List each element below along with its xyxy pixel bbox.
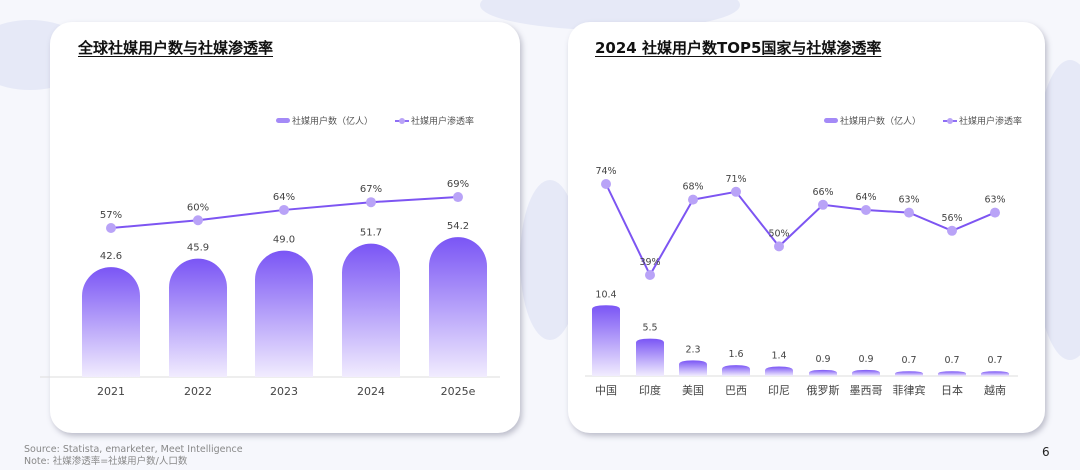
rate-value-label: 69% (447, 179, 469, 190)
rate-value-label: 66% (812, 187, 833, 198)
rate-point (645, 270, 655, 280)
x-tick-label: 菲律宾 (893, 383, 926, 397)
legend-label: 社媒用户渗透率 (411, 117, 475, 127)
bar (636, 338, 664, 376)
x-tick-label: 印度 (639, 383, 661, 397)
legend-item-rate: 社媒用户渗透率 (395, 114, 474, 127)
x-tick-label: 美国 (682, 384, 704, 397)
rate-point (731, 186, 741, 197)
rate-value-label: 64% (273, 192, 295, 203)
x-tick-label: 越南 (984, 383, 1006, 397)
rate-point (106, 223, 116, 233)
bar (429, 237, 487, 377)
bar-value-label: 45.9 (187, 243, 209, 254)
rate-value-label: 63% (898, 195, 919, 206)
x-tick-label: 俄罗斯 (807, 384, 840, 397)
rate-value-label: 64% (855, 192, 876, 203)
source-note: Source: Statista, emarketer, Meet Intell… (24, 444, 243, 468)
rate-value-label: 63% (984, 195, 1005, 206)
x-tick-label: 2025e (441, 385, 476, 398)
x-tick-label: 2021 (97, 385, 125, 398)
bar-swatch-icon (824, 118, 838, 123)
legend-label: 社媒用户渗透率 (959, 117, 1023, 127)
bar (82, 267, 140, 377)
x-tick-label: 巴西 (725, 384, 747, 397)
legend-countries: 社媒用户数（亿人） 社媒用户渗透率 (824, 114, 1044, 127)
rate-value-label: 60% (187, 202, 209, 213)
x-tick-label: 印尼 (768, 384, 790, 397)
rate-line (605, 183, 996, 278)
bar (852, 369, 880, 376)
bar (255, 250, 313, 377)
x-tick-label: 日本 (941, 383, 963, 397)
bar-value-label: 42.6 (100, 251, 122, 262)
chart-title-countries: 2024 社媒用户数TOP5国家与社媒渗透率 (595, 39, 882, 57)
line-swatch-icon (395, 117, 410, 124)
rate-value-label: 68% (682, 182, 703, 193)
legend-label: 社媒用户数（亿人） (840, 117, 922, 127)
rate-point (366, 197, 376, 208)
rate-value-label: 50% (768, 228, 789, 239)
rate-value-label: 74% (595, 166, 616, 177)
rate-point (990, 207, 1000, 218)
bar (938, 371, 966, 376)
bar-value-label: 0.7 (987, 355, 1002, 366)
legend-item-users: 社媒用户数（亿人） (824, 114, 921, 127)
bar-value-label: 0.9 (815, 354, 830, 365)
rate-point (193, 215, 203, 226)
page-number: 6 (1042, 445, 1050, 459)
rate-value-label: 57% (100, 210, 122, 221)
bar (809, 369, 837, 376)
bar-value-label: 51.7 (360, 228, 382, 239)
bar-value-label: 54.2 (447, 221, 469, 232)
rate-value-label: 67% (360, 184, 382, 195)
line-swatch-icon (943, 117, 958, 124)
source-text: Source: Statista, emarketer, Meet Intell… (24, 444, 243, 455)
rate-point (774, 241, 784, 252)
rate-point (861, 205, 871, 215)
bar-value-label: 0.7 (944, 355, 959, 366)
bar-value-label: 1.4 (771, 350, 786, 361)
bar (722, 365, 750, 376)
bar-value-label: 1.6 (728, 349, 743, 360)
x-tick-label: 2024 (357, 385, 385, 398)
bar (592, 305, 620, 376)
bar-value-label: 2.3 (685, 344, 700, 355)
bar-value-label: 5.5 (642, 323, 657, 334)
rate-point (947, 225, 957, 236)
legend-item-rate: 社媒用户渗透率 (943, 114, 1022, 127)
chart-title-global: 全球社媒用户数与社媒渗透率 (78, 39, 274, 57)
note-text: Note: 社媒渗透率=社媒用户数/人口数 (24, 456, 188, 467)
rate-value-label: 39% (639, 257, 660, 268)
x-tick-label: 墨西哥 (850, 384, 883, 397)
rate-point (818, 199, 828, 210)
rate-point (279, 204, 289, 215)
legend-global: 社媒用户数（亿人） 社媒用户渗透率 (276, 114, 496, 127)
bar (679, 360, 707, 376)
bar-value-label: 0.7 (901, 355, 916, 366)
bar-value-label: 10.4 (595, 289, 616, 300)
bar (981, 371, 1009, 376)
legend-label: 社媒用户数（亿人） (292, 117, 374, 127)
rate-point (688, 194, 698, 205)
bar-value-label: 0.9 (858, 354, 873, 365)
bar-swatch-icon (276, 118, 290, 123)
x-tick-label: 2022 (184, 385, 212, 398)
bar-value-label: 49.0 (273, 235, 295, 246)
x-tick-label: 中国 (595, 384, 617, 397)
x-tick-label: 2023 (270, 385, 298, 398)
bar (765, 366, 793, 376)
bar (342, 243, 400, 377)
rate-point (904, 207, 914, 218)
rate-point (453, 192, 463, 203)
legend-item-users: 社媒用户数（亿人） (276, 114, 373, 127)
rate-point (601, 179, 611, 189)
rate-value-label: 56% (941, 213, 962, 224)
bar (169, 258, 227, 377)
rate-value-label: 71% (725, 174, 746, 185)
bar (895, 371, 923, 376)
